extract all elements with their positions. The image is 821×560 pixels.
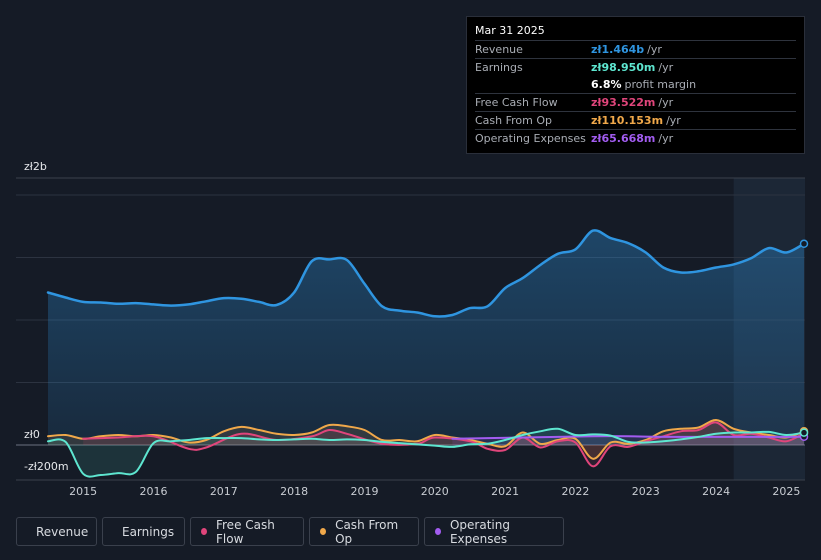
tooltip-row-margin: 6.8% profit margin [475,76,796,93]
legend-revenue[interactable]: Revenue [16,517,97,546]
x-axis-tick-label: 2015 [69,485,97,498]
x-axis-tick-label: 2024 [702,485,730,498]
operating-expenses-dot-icon [435,528,441,535]
earnings-area [48,428,804,477]
cash-from-op-dot-icon [320,528,327,535]
legend-label: Free Cash Flow [215,517,275,546]
legend-free-cash-flow[interactable]: Free Cash Flow [190,517,304,546]
tooltip-label: Free Cash Flow [475,96,558,109]
tooltip-label: Operating Expenses [475,132,586,145]
cash-from-op-line [47,418,805,460]
tooltip-value: zł98.950m [591,61,656,74]
tooltip-unit: /yr [658,96,674,109]
revenue-end-marker [799,239,809,248]
legend-operating-expenses[interactable]: Operating Expenses [424,517,564,546]
tooltip-label: Earnings [475,61,523,74]
tooltip-unit: /yr [658,61,674,74]
free-cash-flow-area [83,422,804,467]
tooltip-unit: /yr [658,132,674,145]
legend-earnings[interactable]: Earnings [102,517,185,546]
earnings-line [47,427,805,478]
tooltip: Mar 31 2025 Revenue zł1.464b /yr Earning… [466,16,805,154]
tooltip-value: 6.8% [591,78,622,91]
tooltip-unit: /yr [666,114,681,127]
tooltip-unit: /yr [647,43,662,56]
tooltip-row-opex: Operating Expenses zł65.668m /yr [475,129,796,147]
x-axis-tick-label: 2021 [491,485,519,498]
earnings-end-marker [799,428,809,437]
tooltip-value: zł93.522m [591,96,656,109]
tooltip-row-earnings: Earnings zł98.950m /yr [475,58,796,76]
x-axis-tick-label: 2023 [632,485,660,498]
x-axis-tick-label: 2018 [280,485,308,498]
tooltip-row-cfo: Cash From Op zł110.153m /yr [475,111,796,129]
x-axis-tick-label: 2019 [350,485,378,498]
free-cash-flow-dot-icon [201,528,207,535]
legend-label: Cash From Op [335,517,399,546]
revenue-line [46,229,806,318]
y-axis-label: -zł200m [24,460,69,473]
tooltip-value: zł110.153m [591,114,664,127]
x-axis-tick-label: 2022 [561,485,589,498]
x-axis-tick-label: 2017 [210,485,238,498]
tooltip-row-fcf: Free Cash Flow zł93.522m /yr [475,93,796,111]
legend-cash-from-op[interactable]: Cash From Op [309,517,419,546]
tooltip-row-revenue: Revenue zł1.464b /yr [475,40,796,58]
tooltip-unit: profit margin [624,78,697,91]
legend-label: Revenue [36,524,89,539]
tooltip-label: Cash From Op [475,114,553,127]
revenue-area [48,230,804,445]
x-axis-tick-label: 2016 [139,485,167,498]
legend-label: Earnings [122,524,175,539]
x-axis-tick-label: 2020 [421,485,449,498]
y-axis-label: zł2b [24,160,47,173]
y-axis-label: zł0 [24,428,40,441]
x-axis-tick-label: 2025 [772,485,800,498]
tooltip-value: zł1.464b [591,43,645,56]
tooltip-label: Revenue [475,43,523,56]
legend-label: Operating Expenses [449,517,510,546]
tooltip-value: zł65.668m [591,132,656,145]
tooltip-date: Mar 31 2025 [475,24,545,37]
